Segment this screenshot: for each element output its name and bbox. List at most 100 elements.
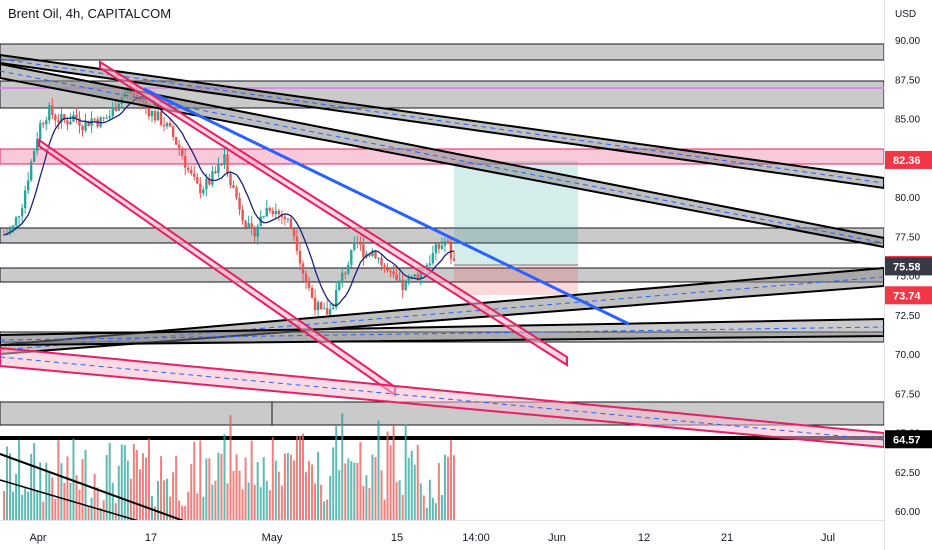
- volume-bar: [211, 484, 214, 520]
- candle-body: [250, 223, 253, 229]
- axis-corner[interactable]: [885, 520, 932, 550]
- volume-bar: [196, 493, 199, 520]
- time-tick-label: Jul: [821, 532, 835, 544]
- candle-body: [443, 241, 447, 246]
- volume-bar: [317, 451, 320, 520]
- candle-body: [407, 278, 410, 281]
- candle-body: [316, 302, 320, 311]
- volume-bar: [223, 434, 226, 520]
- volume-bar: [428, 479, 431, 520]
- candle-body: [78, 118, 81, 126]
- volume-bar: [247, 482, 250, 520]
- price-tag[interactable]: [885, 286, 932, 305]
- price-tick-label: 67.50: [895, 389, 920, 400]
- time-tick-label: 12: [638, 532, 650, 544]
- candle-body: [220, 164, 223, 166]
- currency-label: USD: [895, 9, 916, 20]
- price-tag-label: 82.36: [893, 155, 921, 167]
- candle-body: [262, 216, 265, 218]
- candle-body: [33, 151, 36, 162]
- volume-bar: [205, 458, 208, 520]
- volume-bar: [15, 473, 18, 520]
- volume-bar: [344, 463, 347, 520]
- pink-channel-upper[interactable]: [99, 60, 568, 367]
- time-axis-ticks: Apr 17 May 15 14:00 Jun 12 21 Jul: [29, 532, 835, 544]
- gray-channel-1-mid: [0, 58, 885, 184]
- volume-bar: [256, 462, 259, 520]
- volume-bar: [326, 499, 329, 520]
- gray-channel-1[interactable]: [0, 53, 885, 190]
- volume-bar: [114, 503, 117, 520]
- candle-body: [187, 167, 190, 171]
- candle-body: [253, 228, 256, 237]
- moving-average-line[interactable]: [3, 95, 455, 307]
- zone-89[interactable]: [0, 43, 885, 61]
- volume-bar: [48, 473, 51, 520]
- volume-bar: [308, 461, 311, 520]
- volume-bar: [138, 469, 141, 520]
- candle-body: [84, 120, 87, 131]
- volume-bar: [202, 496, 205, 520]
- volume-bar: [169, 496, 172, 520]
- candle-body: [347, 264, 350, 274]
- candle-body: [353, 242, 356, 250]
- candle-body: [398, 279, 401, 281]
- volume-bar: [259, 487, 262, 520]
- time-tick-label: May: [262, 532, 283, 544]
- volume-bar: [362, 485, 365, 520]
- volume-bar: [311, 464, 314, 520]
- candle-body: [174, 137, 178, 145]
- price-tag[interactable]: [885, 150, 932, 169]
- volume-bar: [99, 507, 102, 520]
- pink-channel-wide-mid: [0, 356, 885, 441]
- candle-body: [108, 116, 111, 118]
- volume-bar: [440, 494, 443, 520]
- candle-body: [66, 120, 69, 125]
- volume-bar: [163, 480, 166, 520]
- volume-bar: [356, 463, 359, 520]
- volume-bar: [332, 447, 335, 520]
- candle-body: [75, 114, 78, 119]
- candle-body: [313, 297, 317, 311]
- volume-bar: [117, 465, 120, 520]
- volume-bar: [235, 454, 238, 520]
- candle-body: [331, 307, 335, 310]
- gray-channel-2-mid: [0, 70, 885, 244]
- volume-bar: [347, 458, 350, 520]
- candle-body: [105, 117, 108, 119]
- volume-bar: [305, 472, 308, 520]
- volume-bar: [36, 491, 39, 520]
- candle-body: [401, 279, 404, 291]
- candle-body: [51, 105, 54, 116]
- volume-bar: [126, 460, 129, 520]
- volume-bar: [111, 482, 114, 520]
- volume-bar: [434, 503, 437, 520]
- time-axis-panel[interactable]: [0, 520, 885, 550]
- candle-body: [434, 244, 438, 254]
- volume-bar: [410, 450, 413, 520]
- candle-body: [386, 268, 389, 271]
- candle-body: [23, 190, 27, 209]
- volume-bar: [268, 490, 271, 520]
- volume-bar: [329, 476, 332, 520]
- price-tag[interactable]: [885, 430, 932, 449]
- candle-body: [39, 123, 42, 140]
- pink-channel-wide[interactable]: [0, 346, 885, 449]
- blue-trend-line[interactable]: [143, 87, 630, 326]
- candle-body: [271, 210, 274, 215]
- price-tag[interactable]: [885, 257, 932, 276]
- candle-body: [274, 210, 278, 215]
- price-tick-label: 60.00: [895, 507, 920, 518]
- volume-bar: [181, 505, 184, 520]
- candle-body: [374, 251, 377, 259]
- candle-body: [196, 176, 199, 184]
- volume-bar: [320, 484, 323, 520]
- candle-body: [180, 148, 184, 156]
- candle-body: [404, 280, 407, 291]
- candle-body: [17, 216, 21, 218]
- candle-body: [168, 123, 172, 127]
- candle-body: [283, 216, 287, 220]
- volume-bar: [141, 453, 144, 520]
- volume-bar: [199, 440, 202, 520]
